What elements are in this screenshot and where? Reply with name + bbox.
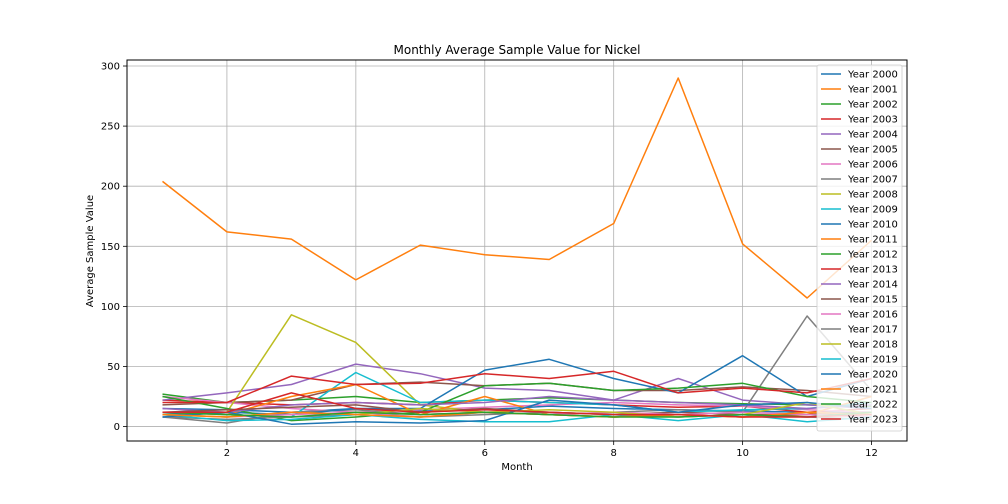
y-tick-label: 100 — [101, 302, 120, 313]
x-tick-label: 2 — [224, 448, 230, 459]
y-tick-label: 250 — [101, 122, 120, 133]
legend-label: Year 2000 — [847, 70, 898, 81]
legend-label: Year 2008 — [847, 190, 898, 201]
series-line-year-2001 — [162, 77, 873, 299]
series-line-year-2014 — [162, 395, 872, 413]
legend-label: Year 2019 — [847, 355, 898, 366]
legend-label: Year 2001 — [847, 85, 898, 96]
series-line-year-2000 — [162, 405, 872, 413]
x-tick-label: 4 — [353, 448, 359, 459]
legend-label: Year 2015 — [847, 295, 898, 306]
plot-area-frame — [126, 59, 908, 442]
legend-label: Year 2022 — [847, 400, 898, 411]
legend-label: Year 2007 — [847, 175, 898, 186]
legend-label: Year 2012 — [847, 250, 898, 261]
legend-label: Year 2009 — [847, 205, 898, 216]
x-tick-label: 8 — [611, 448, 617, 459]
legend-label: Year 2017 — [847, 325, 898, 336]
legend-label: Year 2004 — [847, 130, 898, 141]
legend-box — [816, 64, 903, 432]
y-tick-label: 300 — [101, 62, 120, 73]
y-axis: 0 50 100 150 200 250 300 — [101, 62, 127, 433]
legend-label: Year 2021 — [847, 385, 898, 396]
chart-title: Monthly Average Sample Value for Nickel — [394, 43, 641, 57]
series-line-year-2022 — [162, 411, 872, 418]
legend-label: Year 2020 — [847, 370, 898, 381]
y-tick-label: 150 — [101, 242, 120, 253]
series-line-year-2004 — [162, 363, 872, 410]
series-line-year-2023 — [162, 392, 872, 418]
legend-label: Year 2014 — [847, 280, 898, 291]
series-lines — [162, 77, 873, 425]
legend-label: Year 2005 — [847, 145, 898, 156]
series-line-year-2013 — [162, 370, 872, 404]
legend-label: Year 2011 — [847, 235, 898, 246]
x-axis-label: Month — [501, 462, 532, 473]
y-axis-label: Average Sample Value — [85, 195, 96, 307]
legend-label: Year 2016 — [847, 310, 898, 321]
y-tick-label: 200 — [101, 182, 120, 193]
legend-label: Year 2002 — [847, 100, 898, 111]
x-tick-label: 12 — [865, 448, 878, 459]
legend-label: Year 2003 — [847, 115, 898, 126]
x-tick-label: 10 — [736, 448, 749, 459]
legend-label: Year 2006 — [847, 160, 898, 171]
legend-label: Year 2013 — [847, 265, 898, 276]
y-tick-label: 50 — [107, 362, 120, 373]
series-line-year-2010 — [162, 354, 872, 416]
legend-label: Year 2018 — [847, 340, 898, 351]
series-line-year-2012 — [162, 382, 872, 422]
legend-label: Year 2023 — [847, 415, 898, 426]
x-tick-label: 6 — [482, 448, 488, 459]
y-tick-label: 0 — [114, 422, 120, 433]
x-axis: 2 4 6 8 10 12 — [224, 441, 878, 459]
legend: Year 2000 Year 2001 Year 2002 Year 2003 Year… — [816, 64, 903, 432]
legend-label: Year 2010 — [847, 220, 898, 231]
